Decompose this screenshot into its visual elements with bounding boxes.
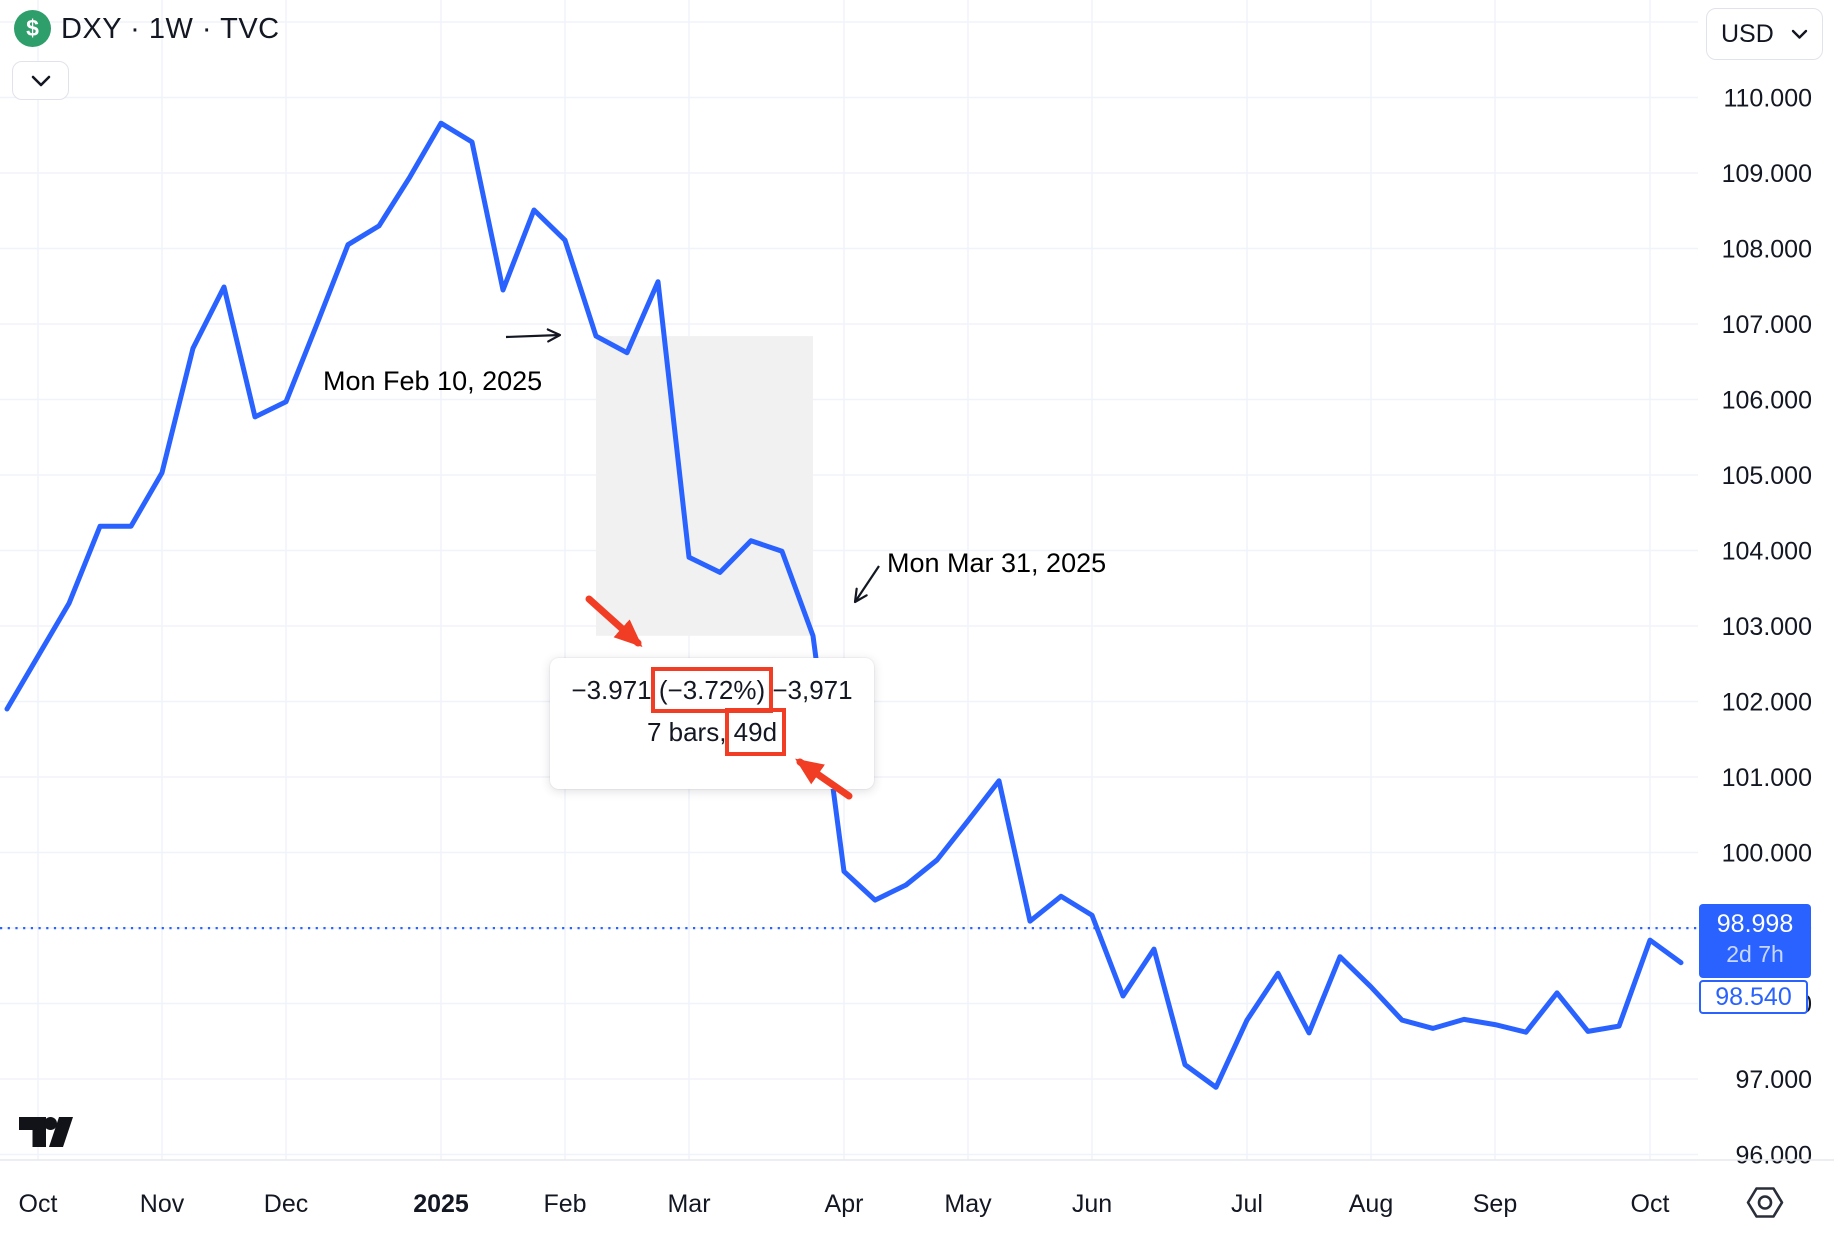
secondary-price-badge: 98.540 [1699,980,1808,1014]
price-line-series[interactable] [4,120,1684,1090]
measure-change-abs: −3.971 [571,675,652,705]
time-tick-label[interactable]: Jul [1231,1190,1263,1218]
measure-duration-row: 7 bars, 49d [550,708,874,756]
dollar-icon: $ [14,10,51,47]
time-tick-label[interactable]: Nov [140,1190,185,1218]
time-tick-label[interactable]: Mar [667,1190,710,1218]
annotation-feb10-label[interactable]: Mon Feb 10, 2025 [323,366,543,396]
measure-tooltip: −3.971 (−3.72%) −3,971 7 bars, 49d [550,658,874,789]
price-tick-label: 110.000 [1723,85,1812,113]
time-tick-label[interactable]: Feb [543,1190,586,1218]
price-tick-label: 109.000 [1722,160,1812,188]
measure-range-rect[interactable] [596,336,813,636]
tradingview-logo[interactable] [19,1117,75,1148]
currency-label: USD [1721,19,1774,48]
measure-days-redbox[interactable]: 49d [724,708,787,756]
price-tick-label: 96.000 [1736,1142,1812,1170]
price-tick-label: 107.000 [1722,311,1812,339]
price-tick-label: 97.000 [1736,1066,1812,1094]
annotation-mar31-label[interactable]: Mon Mar 31, 2025 [887,548,1107,578]
price-tick-label: 101.000 [1722,764,1812,792]
price-tick-label: 104.000 [1722,538,1812,566]
measure-change-ticks: −3,971 [772,675,853,705]
time-tick-label[interactable]: Oct [1631,1190,1670,1218]
time-tick-label[interactable]: Aug [1349,1190,1393,1218]
price-tick-label: 100.000 [1722,840,1812,868]
gear-icon [1746,1187,1784,1218]
price-tick-label: 108.000 [1722,236,1812,264]
price-tick-label: 105.000 [1722,462,1812,490]
last-price-value: 98.998 [1716,910,1794,938]
price-tick-label: 103.000 [1722,613,1812,641]
time-tick-label[interactable]: Oct [19,1190,58,1218]
price-tick-label: 102.000 [1722,689,1812,717]
time-scale[interactable] [0,1160,1834,1234]
time-tick-label[interactable]: Apr [825,1190,864,1218]
time-tick-label[interactable]: May [944,1190,992,1218]
currency-dropdown[interactable]: USD [1706,8,1823,60]
measure-change-row: −3.971 (−3.72%) −3,971 [550,667,874,713]
time-scale-settings-button[interactable] [1746,1186,1784,1222]
price-tick-label: 106.000 [1722,387,1812,415]
measure-bars: 7 bars, [646,717,727,747]
bar-countdown: 2d 7h [1726,941,1784,967]
time-tick-label[interactable]: Sep [1473,1190,1517,1218]
time-tick-label[interactable]: 2025 [413,1190,469,1218]
symbol-expand-button[interactable] [12,61,69,100]
chevron-down-icon [1791,29,1808,39]
last-price-badge: 98.998 2d 7h [1699,904,1811,978]
measure-change-pct-redbox[interactable]: (−3.72%) [650,667,774,713]
time-tick-label[interactable]: Dec [264,1190,308,1218]
symbol-title: DXY · 1W · TVC [61,13,280,45]
chevron-down-icon [31,75,50,86]
time-tick-label[interactable]: Jun [1072,1190,1112,1218]
